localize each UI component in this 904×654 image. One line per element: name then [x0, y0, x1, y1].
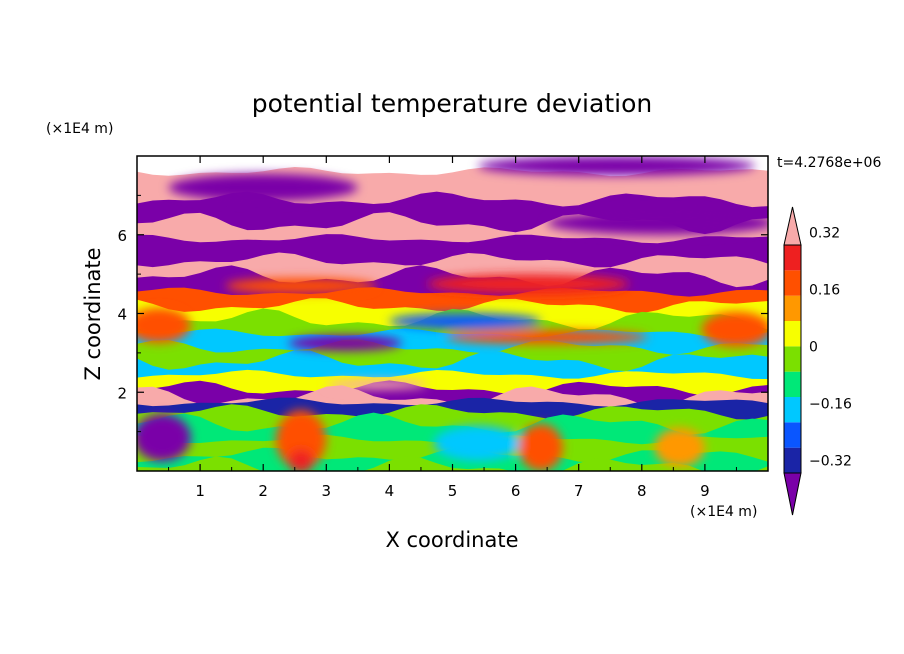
x-axis: 1 2 3 4 5 6 7 8 9	[168, 156, 737, 500]
field-feature	[433, 425, 522, 462]
colorbar-box	[784, 245, 801, 271]
field-feature	[547, 211, 768, 235]
field-feature	[168, 173, 358, 202]
chart-title: potential temperature deviation	[252, 89, 652, 118]
colorbar-box	[784, 346, 801, 372]
colorbar-box	[784, 270, 801, 296]
y-tick-label: 2	[117, 384, 127, 402]
field-feature	[446, 330, 649, 345]
colorbar-box	[784, 447, 801, 473]
y-unit-label: (×1E4 m)	[46, 121, 113, 137]
x-unit-label: (×1E4 m)	[690, 504, 757, 520]
colorbar: 0.32 0.16 0 −0.16 −0.32	[783, 206, 852, 516]
colorbar-tick-label: 0	[809, 339, 818, 355]
x-tick-label: 8	[637, 482, 647, 500]
features-layer	[137, 156, 768, 471]
x-tick-label: 4	[385, 482, 395, 500]
field-feature	[137, 307, 191, 344]
y-tick-label: 4	[117, 306, 127, 324]
field-feature	[149, 423, 182, 452]
plot-area	[137, 156, 768, 471]
field-feature	[518, 423, 563, 471]
colorbar-box	[784, 397, 801, 423]
y-tick-label: 6	[117, 227, 127, 245]
field-feature	[654, 427, 705, 468]
x-tick-label: 6	[511, 482, 521, 500]
colorbar-tick-label: −0.32	[809, 453, 852, 469]
x-tick-label: 1	[195, 482, 205, 500]
field-feature	[477, 156, 756, 176]
colorbar-box	[784, 295, 801, 321]
y-axis: 2 4 6	[117, 194, 768, 433]
x-tick-label: 9	[700, 482, 710, 500]
field-feature	[288, 335, 403, 351]
field-feature	[225, 278, 377, 294]
colorbar-tick-label: −0.16	[809, 396, 852, 412]
field-feature	[288, 449, 314, 471]
field-feature	[701, 311, 768, 347]
colorbar-min-extension	[783, 472, 802, 516]
x-axis-label: X coordinate	[385, 528, 518, 552]
field-feature	[389, 313, 541, 330]
colorbar-max-extension	[783, 206, 802, 246]
colorbar-tick-label: 0.16	[809, 282, 840, 298]
colorbar-box	[784, 321, 801, 347]
x-tick-label: 2	[258, 482, 268, 500]
x-tick-label: 5	[448, 482, 458, 500]
y-axis-label: Z coordinate	[81, 247, 105, 380]
x-tick-label: 3	[322, 482, 332, 500]
time-label: t=4.2768e+06	[777, 155, 881, 171]
colorbar-box	[784, 371, 801, 397]
field-feature	[427, 274, 630, 294]
x-tick-label: 7	[574, 482, 584, 500]
colorbar-tick-label: 0.32	[809, 225, 840, 241]
colorbar-box	[784, 422, 801, 448]
colorbar-frame	[783, 244, 802, 474]
field-feature	[326, 379, 428, 390]
field-feature	[275, 409, 327, 470]
